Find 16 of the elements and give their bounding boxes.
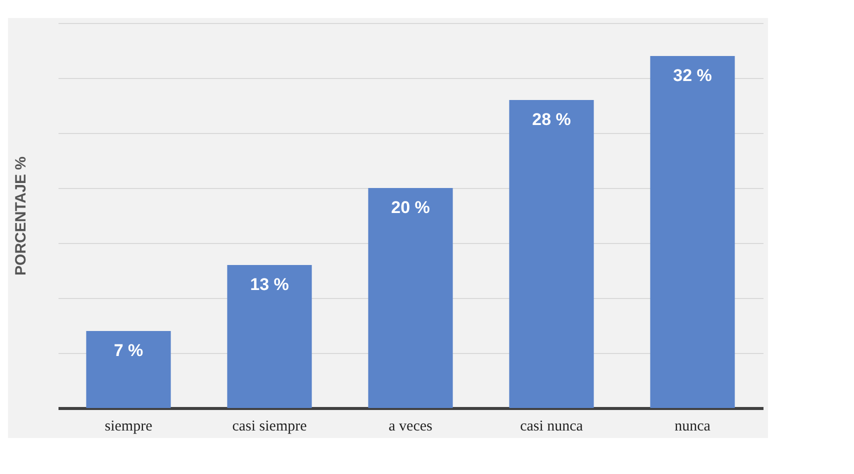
data-label: 28 % xyxy=(532,110,571,129)
bar xyxy=(227,265,312,408)
bar xyxy=(86,331,171,408)
x-tick-label: nunca xyxy=(674,418,711,434)
data-label: 13 % xyxy=(250,275,289,294)
bar xyxy=(650,56,735,408)
bar xyxy=(368,188,453,408)
data-label: 7 % xyxy=(114,341,144,360)
y-axis-title: PORCENTAJE % xyxy=(12,156,30,276)
x-tick-label: casi siempre xyxy=(232,418,308,434)
bar xyxy=(509,100,594,408)
data-label: 32 % xyxy=(673,66,712,85)
x-tick-label: siempre xyxy=(104,418,153,434)
x-tick-label: a veces xyxy=(388,418,433,434)
data-label: 20 % xyxy=(391,198,430,217)
x-tick-label: casi nunca xyxy=(520,418,584,434)
